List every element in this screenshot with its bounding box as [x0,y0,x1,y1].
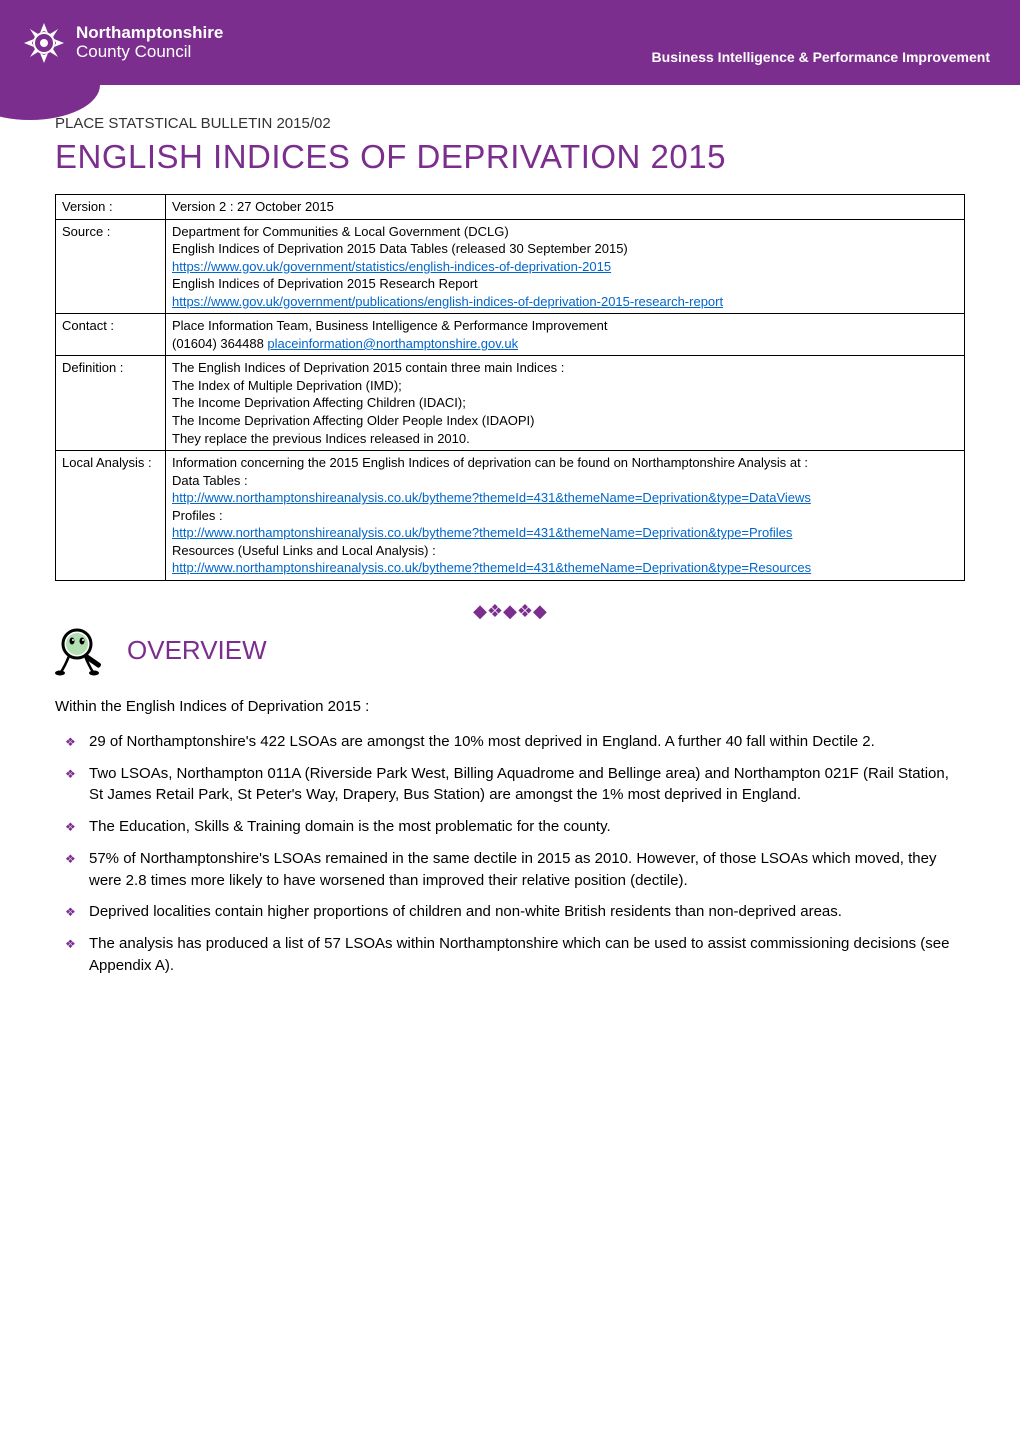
meta-link[interactable]: placeinformation@northamptonshire.gov.uk [267,336,518,351]
meta-link[interactable]: https://www.gov.uk/government/statistics… [172,259,611,274]
meta-text: English Indices of Deprivation 2015 Rese… [172,276,478,291]
meta-label: Version : [56,195,166,220]
meta-text: The Income Deprivation Affecting Older P… [172,413,535,428]
meta-text: The Income Deprivation Affecting Childre… [172,395,466,410]
meta-link[interactable]: http://www.northamptonshireanalysis.co.u… [172,490,811,505]
meta-text: They replace the previous Indices releas… [172,431,470,446]
meta-value: Place Information Team, Business Intelli… [166,314,965,356]
header-department: Business Intelligence & Performance Impr… [652,49,990,85]
meta-text: Resources (Useful Links and Local Analys… [172,543,436,558]
meta-value: Department for Communities & Local Gover… [166,219,965,314]
meta-text: Information concerning the 2015 English … [172,455,808,470]
table-row: Definition : The English Indices of Depri… [56,356,965,451]
meta-link[interactable]: https://www.gov.uk/government/publicatio… [172,294,723,309]
list-item: 29 of Northamptonshire's 422 LSOAs are a… [89,731,965,753]
meta-text: Version 2 : 27 October 2015 [172,199,334,214]
org-name-line1: Northamptonshire [76,24,223,43]
overview-title: OVERVIEW [127,635,267,666]
bulletin-reference: PLACE STATSTICAL BULLETIN 2015/02 [55,115,965,132]
page-content: PLACE STATSTICAL BULLETIN 2015/02 ENGLIS… [0,85,1020,1017]
overview-intro: Within the English Indices of Deprivatio… [55,698,965,715]
meta-text: The Index of Multiple Deprivation (IMD); [172,378,402,393]
meta-link[interactable]: http://www.northamptonshireanalysis.co.u… [172,560,811,575]
meta-link[interactable]: http://www.northamptonshireanalysis.co.u… [172,525,792,540]
meta-label: Contact : [56,314,166,356]
list-item: Deprived localities contain higher propo… [89,901,965,923]
page-title: ENGLISH INDICES OF DEPRIVATION 2015 [55,138,965,176]
meta-value: Version 2 : 27 October 2015 [166,195,965,220]
list-item: 57% of Northamptonshire's LSOAs remained… [89,848,965,892]
meta-label: Definition : [56,356,166,451]
header-bar: Northamptonshire County Council Business… [0,0,1020,85]
org-name-line2: County Council [76,43,223,62]
overview-heading-block: OVERVIEW [55,626,965,676]
meta-label: Source : [56,219,166,314]
section-divider: ◆❖◆❖◆ [55,601,965,622]
meta-value: Information concerning the 2015 English … [166,451,965,581]
table-row: Contact : Place Information Team, Busines… [56,314,965,356]
meta-text: Place Information Team, Business Intelli… [172,318,607,333]
logo-block: Northamptonshire County Council [20,19,223,67]
overview-bullets: 29 of Northamptonshire's 422 LSOAs are a… [55,731,965,977]
logo-text: Northamptonshire County Council [76,24,223,61]
list-item: The analysis has produced a list of 57 L… [89,933,965,977]
meta-value: The English Indices of Deprivation 2015 … [166,356,965,451]
meta-text: The English Indices of Deprivation 2015 … [172,360,564,375]
rose-logo-icon [20,19,68,67]
table-row: Local Analysis : Information concerning t… [56,451,965,581]
meta-text: Profiles : [172,508,223,523]
meta-label: Local Analysis : [56,451,166,581]
meta-text: English Indices of Deprivation 2015 Data… [172,241,628,256]
table-row: Version : Version 2 : 27 October 2015 [56,195,965,220]
list-item: The Education, Skills & Training domain … [89,816,965,838]
table-row: Source : Department for Communities & Loc… [56,219,965,314]
meta-text: Data Tables : [172,473,248,488]
list-item: Two LSOAs, Northampton 011A (Riverside P… [89,763,965,807]
metadata-table: Version : Version 2 : 27 October 2015 Sour… [55,194,965,581]
meta-text: Department for Communities & Local Gover… [172,224,509,239]
magnifier-mascot-icon [55,626,115,676]
